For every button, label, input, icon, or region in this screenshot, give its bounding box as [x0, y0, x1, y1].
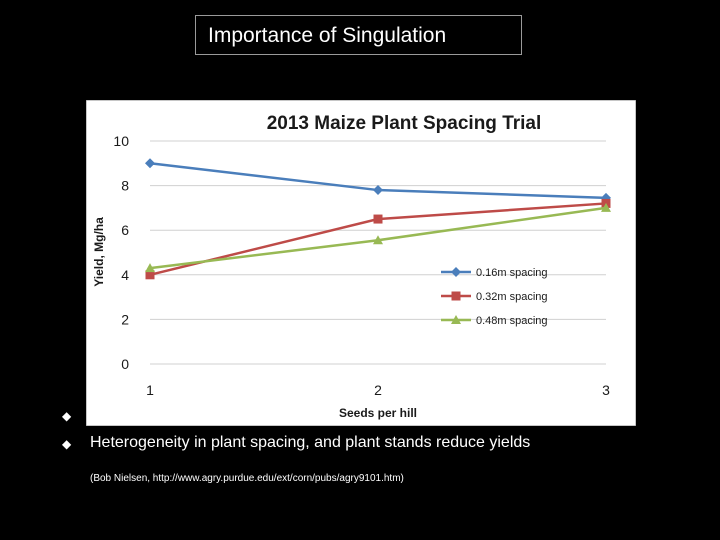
y-tick-label: 2 [121, 311, 129, 327]
legend: 0.16m spacing 0.32m spacing 0.48m spacing [441, 267, 548, 327]
series-layer [145, 158, 611, 280]
data-point-0-48m-spacing [601, 202, 611, 212]
data-point-0-48m-spacing [145, 263, 155, 273]
x-tick-label: 2 [374, 382, 382, 398]
data-point-0-32m-spacing [145, 270, 155, 280]
bullet-icon: ◆ [62, 437, 72, 451]
legend-label-0-32m-spacing: 0.32m spacing [476, 291, 548, 303]
legend-label-0-16m-spacing: 0.16m spacing [476, 267, 548, 279]
y-tick-label: 4 [121, 267, 129, 283]
legend-marker-0-16m-spacing [451, 267, 461, 277]
y-tick-label: 0 [121, 356, 129, 372]
bullet-text: Heterogeneity in plant spacing, and plan… [90, 434, 531, 451]
data-point-0-16m-spacing [373, 185, 383, 196]
y-tick-label: 6 [121, 222, 129, 238]
slide-title: Importance of Singulation [195, 15, 522, 55]
data-point-0-32m-spacing [373, 214, 383, 224]
citation: (Bob Nielsen, http://www.agry.purdue.edu… [90, 473, 404, 484]
legend-marker-0-32m-spacing [451, 291, 461, 301]
legend-marker-0-48m-spacing [451, 315, 461, 324]
data-point-0-16m-spacing [145, 158, 155, 169]
x-tick-label: 3 [602, 382, 610, 398]
chart-title: 2013 Maize Plant Spacing Trial [267, 113, 542, 134]
y-tick-label: 8 [121, 178, 129, 194]
chart: 2013 Maize Plant Spacing Trial Yield, Mg… [85, 99, 637, 431]
y-axis-label: Yield, Mg/ha [92, 217, 106, 287]
x-axis-label: Seeds per hill [339, 406, 417, 420]
chart-background [85, 99, 637, 427]
y-tick-label: 10 [113, 133, 129, 149]
chart-svg: 2013 Maize Plant Spacing Trial Yield, Mg… [85, 99, 637, 427]
data-point-0-48m-spacing [373, 235, 383, 245]
x-tick-label: 1 [146, 382, 154, 398]
bullet-icon: ◆ [62, 409, 72, 423]
legend-label-0-48m-spacing: 0.48m spacing [476, 315, 548, 327]
